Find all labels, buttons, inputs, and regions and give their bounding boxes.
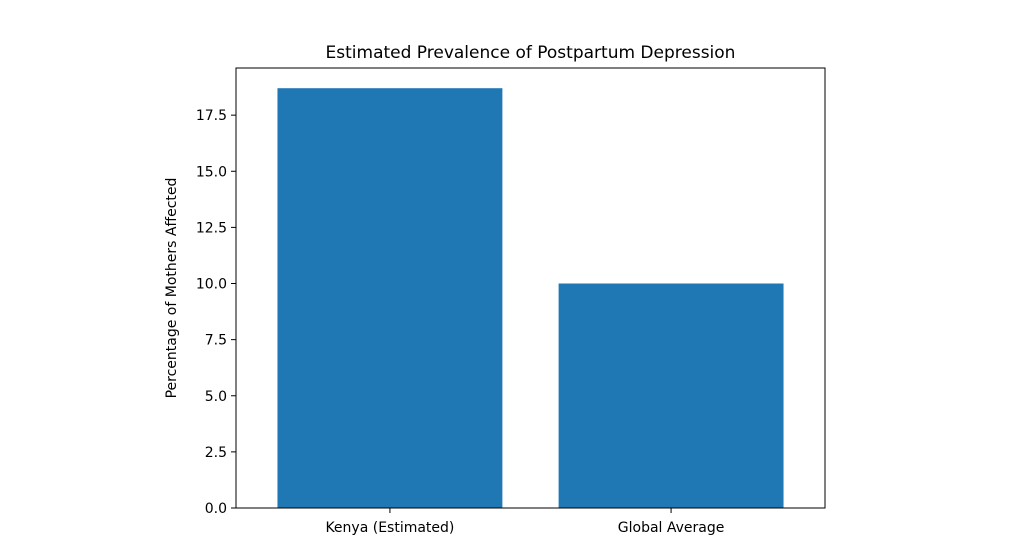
y-tick-label: 10.0: [196, 277, 227, 293]
plot-frame: [235, 67, 826, 509]
y-tick-label: 12.5: [196, 220, 227, 236]
y-axis-ticks: 0.0 2.5 5.0 7.5 10.0 12.5 15.0 17.5: [196, 108, 236, 517]
bar-1: [558, 283, 784, 508]
y-tick-label: 17.5: [196, 108, 227, 124]
y-tick-label: 7.5: [205, 333, 227, 349]
bar-0: [277, 88, 503, 509]
bars-group: [277, 88, 784, 509]
y-tick-label: 15.0: [196, 164, 227, 180]
y-axis-label: Percentage of Mothers Affected: [164, 178, 180, 399]
x-tick-label: Kenya (Estimated): [325, 520, 454, 536]
y-tick-label: 2.5: [205, 445, 227, 461]
x-tick-label: Global Average: [618, 520, 725, 536]
x-axis-ticks: Kenya (Estimated) Global Average: [325, 508, 724, 536]
y-tick-label: 5.0: [205, 389, 227, 405]
y-tick-label: 0.0: [205, 501, 227, 517]
chart-title: Estimated Prevalence of Postpartum Depre…: [326, 43, 736, 63]
